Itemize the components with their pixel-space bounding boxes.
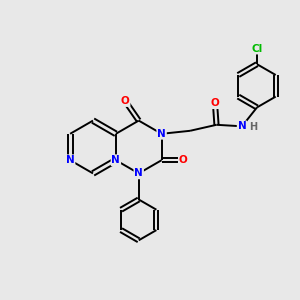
Text: N: N: [134, 168, 143, 178]
Text: N: N: [157, 129, 166, 139]
Text: N: N: [66, 155, 74, 165]
Text: N: N: [238, 121, 246, 131]
Text: O: O: [121, 96, 130, 106]
Text: O: O: [179, 155, 188, 165]
Text: N: N: [112, 155, 120, 165]
Text: O: O: [211, 98, 219, 108]
Text: Cl: Cl: [251, 44, 262, 54]
Text: H: H: [249, 122, 257, 132]
